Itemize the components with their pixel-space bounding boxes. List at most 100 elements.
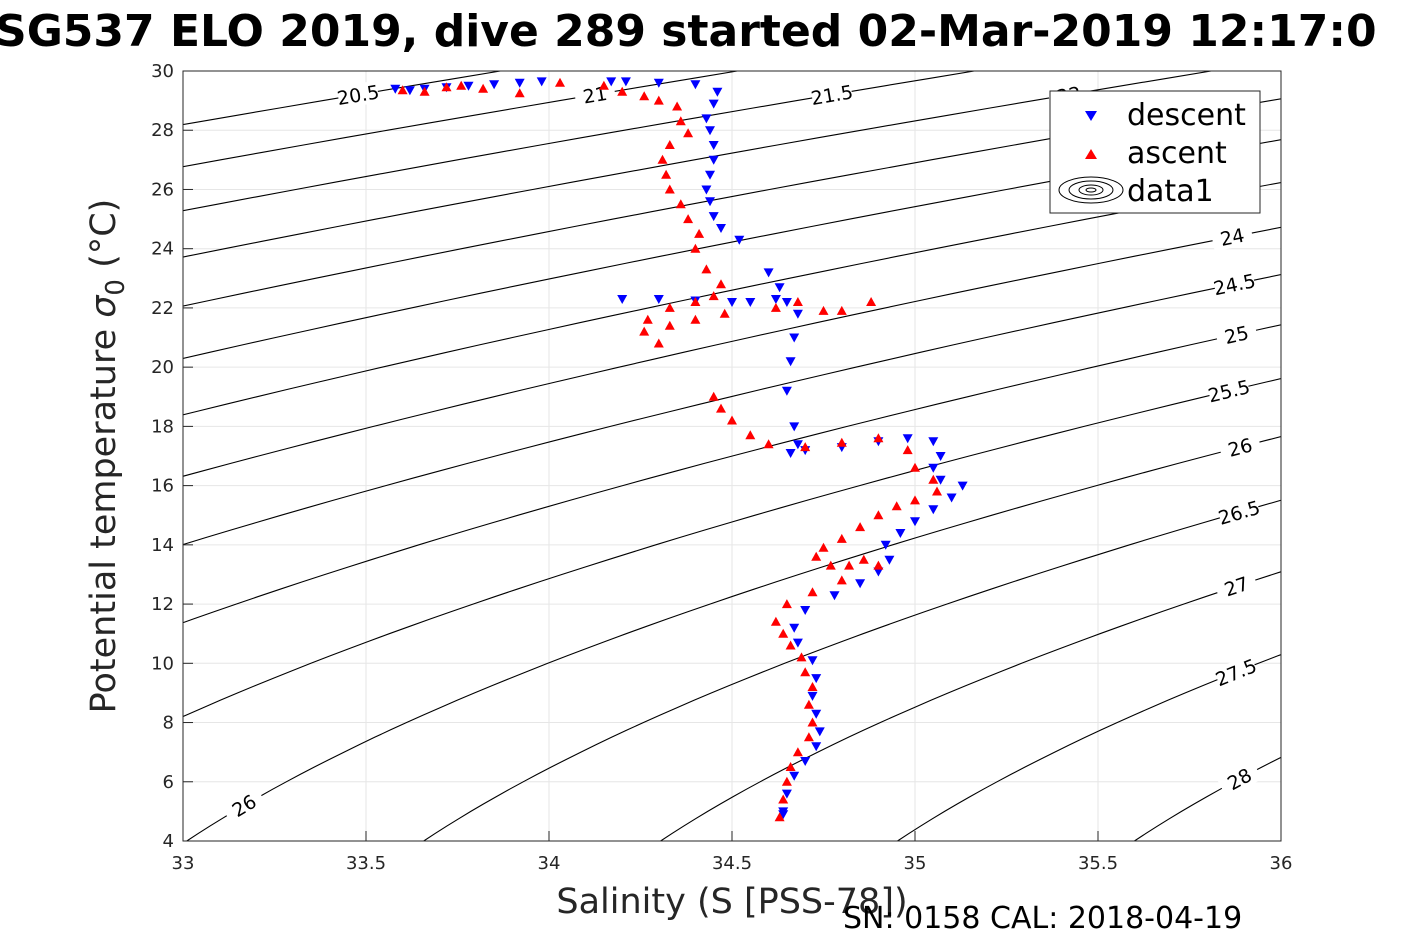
ascent-point xyxy=(683,214,694,224)
ascent-point xyxy=(800,442,811,452)
descent-point xyxy=(701,185,712,195)
ascent-point xyxy=(873,433,884,443)
descent-point xyxy=(789,333,800,343)
descent-point xyxy=(957,481,968,491)
x-axis-ticks: 33 33.5 34 34.5 35 35.5 36 xyxy=(172,831,1292,874)
ascent-point xyxy=(807,717,818,727)
descent-point xyxy=(727,298,737,307)
ascent-point xyxy=(664,302,675,312)
y-tick-label: 6 xyxy=(163,772,174,793)
ascent-point xyxy=(456,80,467,90)
ascent-point xyxy=(803,699,814,709)
contour-label: 24 xyxy=(1210,222,1254,252)
y-axis-ticks: 4 6 8 10 12 14 16 18 20 22 24 26 28 30 xyxy=(151,61,193,852)
y-tick-label: 8 xyxy=(163,713,174,734)
contour-label-mask xyxy=(221,785,267,826)
descent-point xyxy=(716,224,726,233)
descent-point xyxy=(781,298,792,307)
ascent-point xyxy=(858,554,869,564)
descent-point xyxy=(807,656,818,666)
ascent-point xyxy=(836,437,847,447)
ascent-point xyxy=(910,462,920,472)
contour-label-mask xyxy=(1216,496,1262,529)
ascent-point xyxy=(836,533,847,543)
descent-point xyxy=(800,606,811,615)
y-tick-label: 20 xyxy=(151,357,174,378)
ascent-point xyxy=(891,501,902,511)
ascent-point xyxy=(855,522,866,532)
ascent-point xyxy=(478,83,489,93)
y-tick-label: 28 xyxy=(151,120,174,141)
descent-point xyxy=(928,437,939,447)
y-tick-label: 26 xyxy=(151,179,174,200)
contour-label-mask xyxy=(1210,222,1254,252)
descent-point xyxy=(781,386,792,396)
descent-point xyxy=(705,126,715,136)
legend-ascent-marker xyxy=(1085,149,1097,159)
ascent-point xyxy=(683,128,694,138)
ascent-point xyxy=(807,587,818,597)
descent-point xyxy=(653,78,664,88)
descent-point xyxy=(536,77,547,87)
ascent-point xyxy=(785,640,796,650)
ascent-point xyxy=(844,560,855,570)
ascent-point xyxy=(708,391,719,401)
legend-descent-marker xyxy=(1085,111,1097,121)
ascent-point xyxy=(690,297,701,306)
y-tick-label: 10 xyxy=(151,653,174,674)
y-tick-label: 4 xyxy=(163,831,174,852)
ascent-point xyxy=(716,279,726,289)
y-tick-label: 12 xyxy=(151,594,174,615)
descent-point xyxy=(880,540,891,550)
descent-point xyxy=(928,463,939,473)
ascent-point xyxy=(781,776,792,786)
ascent-point xyxy=(675,199,686,209)
ascent-point xyxy=(664,184,675,194)
descent-point xyxy=(884,555,895,565)
x-axis-label: Salinity (S [PSS-78]) xyxy=(556,882,907,922)
contour-label-mask xyxy=(1206,375,1251,407)
descent-point xyxy=(708,141,719,150)
ascent-point xyxy=(441,82,452,92)
ascent-point xyxy=(727,415,737,425)
ascent-point xyxy=(866,297,877,306)
descent-point xyxy=(620,77,631,87)
isopycnal-line xyxy=(896,654,1281,841)
descent-point xyxy=(778,810,789,820)
descent-point xyxy=(708,155,719,165)
ascent-point xyxy=(657,154,668,164)
legend-box xyxy=(1049,90,1261,214)
isopycnal-line xyxy=(183,226,1281,477)
isopycnal-line xyxy=(659,571,1281,841)
isopycnal-line xyxy=(183,71,1215,258)
descent-point xyxy=(814,727,825,737)
ascent-point xyxy=(598,80,609,90)
legend-data1-marker xyxy=(1058,176,1124,204)
ascent-point xyxy=(770,302,781,312)
descent-point xyxy=(708,212,719,222)
ascent-point xyxy=(514,88,525,98)
ascent-point xyxy=(694,228,705,238)
isopycnal-line xyxy=(183,274,1281,546)
descent-point xyxy=(811,709,822,719)
descent-point xyxy=(785,357,796,367)
ascent-point xyxy=(807,682,818,691)
ascent-point xyxy=(873,560,884,570)
descent-point xyxy=(807,691,818,701)
ascent-point xyxy=(397,85,408,95)
x-tick-label: 35.5 xyxy=(1078,853,1118,874)
ascent-point xyxy=(672,101,683,111)
ascent-point xyxy=(690,243,701,253)
ascent-point xyxy=(825,560,836,570)
descent-point xyxy=(705,197,715,207)
x-tick-label: 33.5 xyxy=(346,853,386,874)
isopycnal-line xyxy=(185,435,1281,841)
ascent-point xyxy=(818,305,829,315)
descent-point xyxy=(712,87,723,97)
ascent-point xyxy=(792,297,803,306)
descent-point xyxy=(770,295,781,304)
descent-point xyxy=(705,170,715,180)
ascent-point xyxy=(555,77,565,87)
x-tick-label: 34 xyxy=(538,853,561,874)
ascent-point xyxy=(664,140,675,149)
